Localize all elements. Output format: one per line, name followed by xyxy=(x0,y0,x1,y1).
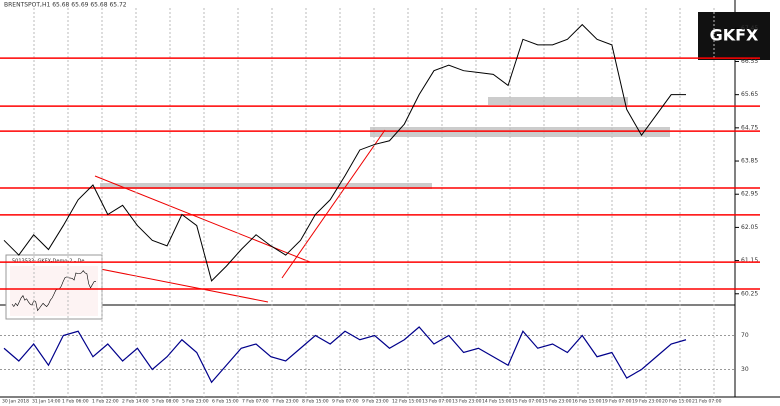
x-tick-label: 5 Feb 23:00 xyxy=(182,399,209,405)
y-tick-label: 60.25 xyxy=(741,290,758,297)
x-tick-label: 31 Jan 14:00 xyxy=(32,399,61,405)
logo: GKFX xyxy=(710,26,759,45)
x-tick-label: 30 Jan 2018 xyxy=(2,399,29,405)
x-tick-label: 7 Feb 07:00 xyxy=(242,399,269,405)
x-tick-label: 12 Feb 15:00 xyxy=(392,399,422,405)
y-tick-label: 66.55 xyxy=(741,58,758,65)
y-tick-label: 62.05 xyxy=(741,224,758,231)
x-tick-label: 9 Feb 23:00 xyxy=(362,399,389,405)
x-tick-label: 19 Feb 07:00 xyxy=(602,399,632,405)
inset-line xyxy=(11,270,96,312)
trend-line xyxy=(281,129,386,279)
header: BRENTSPOT,H1 65.68 65.69 65.68 65.72 xyxy=(4,2,127,9)
x-tick-label: 8 Feb 15:00 xyxy=(302,399,329,405)
price-line xyxy=(3,23,686,282)
x-tick-label: 16 Feb 15:00 xyxy=(572,399,602,405)
x-tick-label: 21 Feb 07:00 xyxy=(692,399,722,405)
x-tick-label: 15 Feb 23:00 xyxy=(542,399,572,405)
y-tick-label: 64.75 xyxy=(741,124,758,131)
x-tick-label: 7 Feb 23:00 xyxy=(272,399,299,405)
x-tick-label: 6 Feb 15:00 xyxy=(212,399,239,405)
x-tick-label: 14 Feb 15:00 xyxy=(482,399,512,405)
zone xyxy=(370,127,670,137)
zone xyxy=(488,97,628,105)
x-tick-label: 15 Feb 07:00 xyxy=(512,399,542,405)
x-tick-label: 1 Feb 22:00 xyxy=(92,399,119,405)
x-tick-label: 9 Feb 07:00 xyxy=(332,399,359,405)
x-tick-label: 13 Feb 07:00 xyxy=(422,399,452,405)
zone xyxy=(100,183,432,189)
x-tick-label: 1 Feb 06:00 xyxy=(62,399,89,405)
y-tick-label: 63.85 xyxy=(741,158,758,165)
y-tick-label: 65.65 xyxy=(741,91,758,98)
x-tick-label: 5 Feb 08:00 xyxy=(152,399,179,405)
trend-line xyxy=(79,264,269,303)
x-tick-label: 19 Feb 23:00 xyxy=(632,399,662,405)
rsi-tick-label: 30 xyxy=(741,366,749,373)
x-tick-label: 2 Feb 14:00 xyxy=(122,399,149,405)
rsi-tick-label: 70 xyxy=(741,332,749,339)
inset-window: 5013533: GKFX-Demo-2 - De... xyxy=(5,254,103,320)
y-tick-label: 61.15 xyxy=(741,257,758,264)
inset-plot xyxy=(10,266,98,316)
y-tick-label: 62.95 xyxy=(741,191,758,198)
y-tick-label: 67.45 xyxy=(741,25,758,32)
x-tick-label: 13 Feb 23:00 xyxy=(452,399,482,405)
logo-box xyxy=(698,12,770,60)
x-tick-label: 20 Feb 15:00 xyxy=(662,399,692,405)
rsi-line xyxy=(3,326,687,384)
